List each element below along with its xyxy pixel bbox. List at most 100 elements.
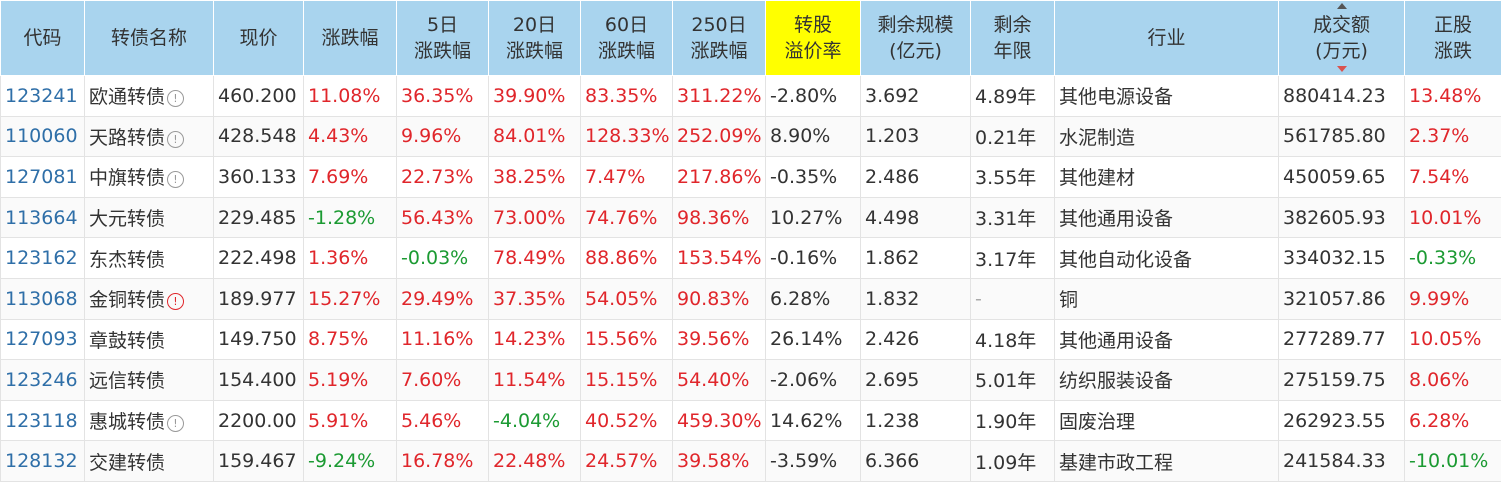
cell-code[interactable]: 113068 (0, 277, 85, 320)
header-change[interactable]: 涨跌幅 (303, 0, 397, 76)
d20-value: 37.35% (493, 287, 566, 310)
table-row[interactable]: 113664 大元转债 229.485 -1.28% 56.43% 73.00% 74.76… (0, 196, 1501, 239)
cell-d5: 22.73% (396, 156, 489, 198)
cell-d20: 73.00% (488, 196, 581, 239)
volume-value: 880414.23 (1283, 84, 1386, 107)
info-icon[interactable]: ! (167, 130, 185, 148)
industry-value: 水泥制造 (1059, 126, 1136, 149)
years-value: 1.90年 (975, 411, 1037, 434)
cell-code[interactable]: 110060 (0, 115, 85, 158)
cell-name[interactable]: 天路转债! (84, 115, 214, 158)
header-stock-change[interactable]: 正股 涨跌 (1404, 0, 1501, 76)
table-row[interactable]: 110060 天路转债! 428.548 4.43% 9.96% 84.01% 128.33… (0, 115, 1501, 158)
price-value: 2200.00 (218, 409, 297, 432)
cell-d20: 22.48% (488, 440, 581, 482)
cell-d5: 7.60% (396, 359, 489, 401)
cell-name[interactable]: 章鼓转债 (84, 318, 214, 361)
cell-code[interactable]: 127093 (0, 318, 85, 361)
cell-volume: 382605.93 (1278, 196, 1405, 239)
table-row[interactable]: 127081 中旗转债! 360.133 7.69% 22.73% 38.25% 7.47%… (0, 156, 1501, 198)
table-row[interactable]: 123118 惠城转债! 2200.00 5.91% 5.46% -4.04% 40.52%… (0, 399, 1501, 442)
years-value: 1.09年 (975, 451, 1037, 474)
info-icon[interactable]: ! (167, 171, 185, 189)
cell-code[interactable]: 123162 (0, 237, 85, 279)
cell-code[interactable]: 113664 (0, 196, 85, 239)
d20-value: 14.23% (493, 328, 566, 351)
header-conversion-premium[interactable]: 转股 溢价率 (765, 0, 861, 76)
header-industry[interactable]: 行业 (1054, 0, 1279, 76)
cell-name[interactable]: 交建转债 (84, 440, 214, 482)
cell-code[interactable]: 123118 (0, 399, 85, 442)
cell-name[interactable]: 远信转债 (84, 359, 214, 401)
cell-scale: 1.238 (860, 399, 971, 442)
header-stock-change-line2: 涨跌 (1433, 40, 1472, 62)
cell-years: 3.55年 (970, 156, 1055, 198)
change-value: 7.69% (308, 165, 369, 188)
d5-value: 36.35% (401, 84, 474, 107)
sort-ascending-icon[interactable] (1336, 3, 1347, 9)
scale-value: 1.203 (865, 125, 920, 148)
change-value: 1.36% (308, 247, 369, 270)
cell-premium: -0.16% (765, 237, 861, 279)
header-code[interactable]: 代码 (0, 0, 85, 76)
name-value: 远信转债 (89, 370, 166, 393)
cell-d250: 98.36% (672, 196, 766, 239)
table-row[interactable]: 123246 远信转债 154.400 5.19% 7.60% 11.54% 15.15% 5… (0, 359, 1501, 401)
sort-descending-icon[interactable] (1336, 66, 1347, 72)
header-name[interactable]: 转债名称 (84, 0, 214, 76)
stock_change-value: 2.37% (1409, 125, 1470, 148)
header-20d-change[interactable]: 20日 涨跌幅 (488, 0, 581, 76)
cell-stock-change: 9.99% (1404, 277, 1501, 320)
cell-volume: 275159.75 (1278, 359, 1405, 401)
cell-code[interactable]: 123241 (0, 75, 85, 117)
table-row[interactable]: 123241 欧通转债! 460.200 11.08% 36.35% 39.90% 83.3… (0, 75, 1501, 117)
cell-name[interactable]: 金铜转债! (84, 277, 214, 320)
info-icon[interactable]: ! (167, 90, 185, 108)
cell-d20: 37.35% (488, 277, 581, 320)
header-volume[interactable]: 成交额 (万元) (1278, 0, 1405, 76)
cell-volume: 450059.65 (1278, 156, 1405, 198)
cell-name[interactable]: 东杰转债 (84, 237, 214, 279)
d20-value: 84.01% (493, 125, 566, 148)
header-years-line1: 剩余 (993, 14, 1032, 36)
d60-value: 88.86% (585, 247, 658, 270)
cell-code[interactable]: 127081 (0, 156, 85, 198)
header-price[interactable]: 现价 (213, 0, 304, 76)
premium-value: -3.59% (770, 450, 838, 473)
header-5d-change[interactable]: 5日 涨跌幅 (396, 0, 489, 76)
warning-icon[interactable]: ! (167, 293, 185, 311)
table-row[interactable]: 123162 东杰转债 222.498 1.36% -0.03% 78.49% 88.86%… (0, 237, 1501, 279)
cell-code[interactable]: 123246 (0, 359, 85, 401)
header-60d-change[interactable]: 60日 涨跌幅 (580, 0, 673, 76)
d5-value: -0.03% (401, 247, 469, 270)
cell-d5: 29.49% (396, 277, 489, 320)
cell-d250: 252.09% (672, 115, 766, 158)
cell-scale: 1.862 (860, 237, 971, 279)
name-value: 交建转债 (89, 451, 166, 474)
cell-name[interactable]: 中旗转债! (84, 156, 214, 198)
cell-years: 3.31年 (970, 196, 1055, 239)
d250-value: 39.58% (677, 450, 750, 473)
cell-d20: 14.23% (488, 318, 581, 361)
table-row[interactable]: 113068 金铜转债! 189.977 15.27% 29.49% 37.35% 54.0… (0, 277, 1501, 320)
name-value: 章鼓转债 (89, 329, 166, 352)
scale-value: 2.426 (865, 328, 920, 351)
cell-change: 7.69% (303, 156, 397, 198)
years-value: 3.31年 (975, 208, 1037, 231)
cell-price: 360.133 (213, 156, 304, 198)
header-remaining-years[interactable]: 剩余 年限 (970, 0, 1055, 76)
header-remaining-scale[interactable]: 剩余规模 (亿元) (860, 0, 971, 76)
cell-name[interactable]: 大元转债 (84, 196, 214, 239)
cell-name[interactable]: 欧通转债! (84, 75, 214, 117)
info-icon[interactable]: ! (167, 415, 185, 433)
name-value: 中旗转债 (89, 167, 166, 190)
cell-code[interactable]: 128132 (0, 440, 85, 482)
table-row[interactable]: 127093 章鼓转债 149.750 8.75% 11.16% 14.23% 15.56%… (0, 318, 1501, 361)
header-years-line2: 年限 (993, 40, 1032, 62)
d20-value: 73.00% (493, 206, 566, 229)
header-250d-change[interactable]: 250日 涨跌幅 (672, 0, 766, 76)
cell-premium: -3.59% (765, 440, 861, 482)
cell-name[interactable]: 惠城转债! (84, 399, 214, 442)
table-row[interactable]: 128132 交建转债 159.467 -9.24% 16.78% 22.48% 24.57… (0, 440, 1501, 482)
header-premium-line2: 溢价率 (784, 40, 842, 62)
